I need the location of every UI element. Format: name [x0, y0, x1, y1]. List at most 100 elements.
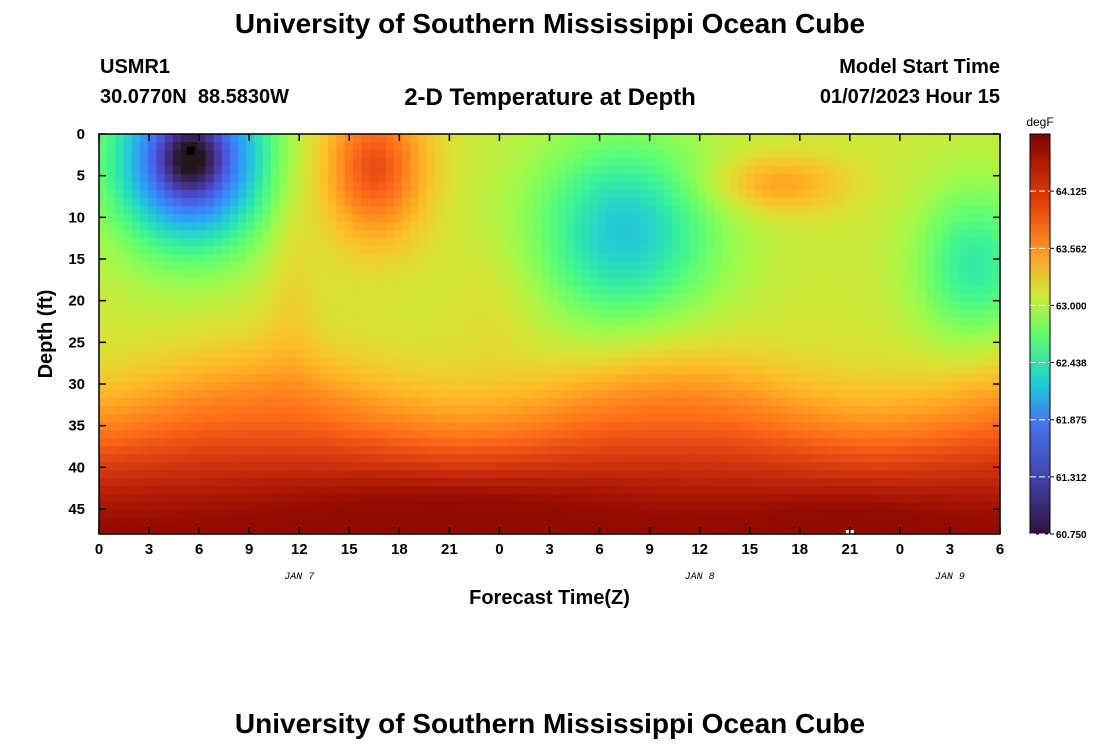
heatmap-cell	[107, 222, 116, 231]
heatmap-cell	[582, 166, 592, 175]
heatmap-cell	[475, 486, 485, 495]
heatmap-cell	[959, 158, 968, 167]
heatmap-cell	[950, 390, 960, 399]
heatmap-cell	[443, 142, 452, 151]
heatmap-cell	[713, 366, 723, 375]
heatmap-cell	[221, 246, 231, 255]
heatmap-cell	[844, 478, 854, 487]
heatmap-cell	[492, 238, 501, 247]
heatmap-cell	[246, 182, 256, 191]
heatmap-cell	[320, 206, 329, 215]
heatmap-cell	[377, 390, 387, 399]
heatmap-cell	[541, 190, 551, 199]
heatmap-cell	[868, 462, 878, 471]
heatmap-cell	[303, 310, 313, 319]
heatmap-cell	[950, 326, 960, 335]
heatmap-cell	[778, 334, 788, 343]
heatmap-cell	[557, 238, 567, 247]
heatmap-cell	[582, 158, 592, 167]
heatmap-cell	[680, 350, 690, 359]
heatmap-cell	[680, 462, 690, 471]
heatmap-cell	[123, 358, 133, 367]
heatmap-cell	[549, 158, 559, 167]
heatmap-cell	[557, 478, 567, 487]
heatmap-cell	[631, 230, 641, 239]
heatmap-cell	[729, 390, 739, 399]
heatmap-cell	[336, 470, 346, 479]
heatmap-cell	[533, 286, 542, 295]
heatmap-cell	[262, 198, 272, 207]
heatmap-cell	[516, 294, 526, 303]
heatmap-cell	[123, 294, 133, 303]
heatmap-cell	[615, 382, 624, 391]
heatmap-cell	[737, 462, 747, 471]
heatmap-cell	[352, 214, 362, 223]
heatmap-cell	[967, 214, 977, 223]
heatmap-cell	[623, 246, 633, 255]
heatmap-cell	[434, 486, 444, 495]
heatmap-cell	[959, 190, 968, 199]
heatmap-cell	[770, 422, 780, 431]
heatmap-cell	[221, 134, 231, 143]
heatmap-cell	[557, 382, 567, 391]
heatmap-cell	[352, 150, 362, 159]
heatmap-cell	[918, 350, 927, 359]
heatmap-cell	[615, 206, 624, 215]
heatmap-cell	[156, 286, 166, 295]
heatmap-cell	[426, 318, 436, 327]
heatmap-cell	[959, 342, 968, 351]
heatmap-cell	[918, 190, 927, 199]
heatmap-cell	[402, 422, 411, 431]
heatmap-cell	[426, 230, 436, 239]
heatmap-cell	[893, 342, 903, 351]
heatmap-cell	[721, 478, 731, 487]
heatmap-cell	[467, 198, 477, 207]
heatmap-cell	[287, 254, 297, 263]
heatmap-cell	[402, 430, 411, 439]
heatmap-cell	[483, 310, 493, 319]
heatmap-cell	[950, 366, 960, 375]
heatmap-cell	[393, 366, 403, 375]
heatmap-cell	[238, 206, 248, 215]
heatmap-cell	[811, 478, 821, 487]
heatmap-cell	[574, 414, 583, 423]
heatmap-cell	[328, 414, 338, 423]
heatmap-cell	[410, 310, 420, 319]
heatmap-cell	[909, 318, 919, 327]
heatmap-cell	[303, 350, 313, 359]
heatmap-cell	[803, 446, 813, 455]
heatmap-cell	[352, 398, 362, 407]
heatmap-cell	[500, 478, 510, 487]
heatmap-cell	[172, 294, 182, 303]
heatmap-cell	[246, 366, 256, 375]
heatmap-cell	[393, 462, 403, 471]
heatmap-cell	[197, 254, 207, 263]
heatmap-cell	[647, 286, 657, 295]
heatmap-cell	[524, 390, 534, 399]
heatmap-cell	[737, 302, 747, 311]
heatmap-cell	[868, 134, 878, 143]
heatmap-cell	[180, 182, 190, 191]
heatmap-cell	[795, 142, 805, 151]
heatmap-cell	[590, 254, 600, 263]
heatmap-cell	[893, 462, 903, 471]
heatmap-cell	[975, 190, 985, 199]
heatmap-cell	[705, 430, 714, 439]
heatmap-cell	[631, 174, 641, 183]
heatmap-cell	[942, 254, 952, 263]
heatmap-cell	[606, 366, 616, 375]
heatmap-cell	[795, 390, 805, 399]
heatmap-cell	[991, 150, 1001, 159]
heatmap-cell	[967, 238, 977, 247]
heatmap-cell	[123, 150, 133, 159]
heatmap-cell	[729, 198, 739, 207]
heatmap-cell	[885, 142, 895, 151]
heatmap-cell	[156, 462, 166, 471]
heatmap-cell	[459, 230, 469, 239]
heatmap-cell	[377, 174, 387, 183]
heatmap-cell	[238, 406, 248, 415]
heatmap-cell	[402, 358, 411, 367]
heatmap-cell	[516, 478, 526, 487]
heatmap-cell	[483, 230, 493, 239]
heatmap-cell	[647, 182, 657, 191]
